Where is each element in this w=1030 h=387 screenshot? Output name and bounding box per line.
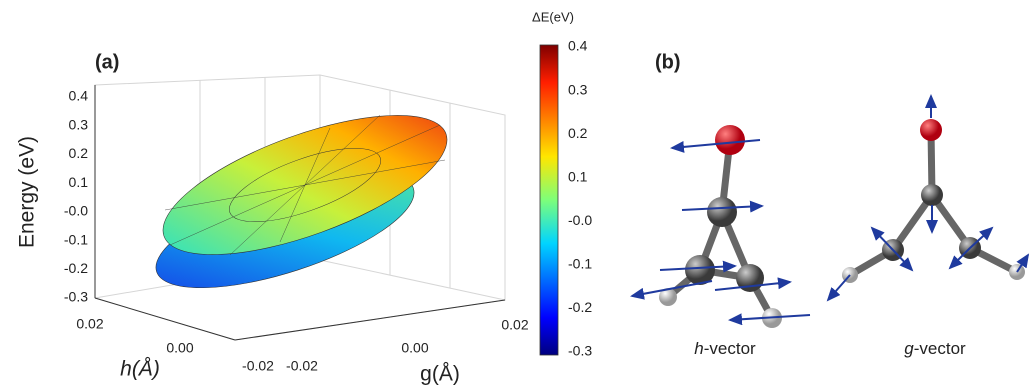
h-tick-label: 0.02 xyxy=(76,316,103,332)
colorbar-tick-label: -0.2 xyxy=(568,299,592,315)
colorbar xyxy=(540,45,558,355)
z-tick-label: 0.3 xyxy=(69,116,89,132)
surface xyxy=(144,87,463,312)
g-tick-label: -0.02 xyxy=(286,358,318,374)
g-axis-label: g(Å) xyxy=(420,363,460,386)
colorbar-tick-label: -0.0 xyxy=(568,212,592,228)
h-tick-label: -0.02 xyxy=(242,358,274,374)
h-axis-label: h(Å) xyxy=(120,358,160,381)
z-tick-label: -0.2 xyxy=(64,260,88,276)
molecule-h xyxy=(632,125,810,328)
caption: h-vector xyxy=(694,339,756,358)
molecule-g xyxy=(828,96,1028,300)
z-axis-label: Energy (eV) xyxy=(16,136,39,248)
caption-symbol: h xyxy=(694,339,703,358)
colorbar-tick-label: -0.3 xyxy=(568,343,592,359)
figure: (a) Energy (eV) h(Å) g(Å) 0.4 0.3 0.2 0.1 -0… xyxy=(0,0,1030,387)
colorbar-tick-label: 0.1 xyxy=(568,168,588,184)
z-tick-label: -0.1 xyxy=(64,231,88,247)
z-tick-label: -0.0 xyxy=(64,203,88,219)
caption-text: -vector xyxy=(704,339,756,358)
g-tick-label: 0.00 xyxy=(401,340,428,356)
caption: g-vector xyxy=(904,339,966,358)
z-tick-label: 0.4 xyxy=(69,88,89,104)
z-tick-label: 0.2 xyxy=(69,145,89,161)
h-tick-label: 0.00 xyxy=(166,340,193,356)
colorbar-tick-label: -0.1 xyxy=(568,256,592,272)
colorbar-tick-label: 0.2 xyxy=(568,125,588,141)
z-tick-label: -0.3 xyxy=(64,289,88,305)
colorbar-tick-label: 0.3 xyxy=(568,81,588,97)
panel-label: (a) xyxy=(95,51,119,73)
z-tick-label: 0.1 xyxy=(69,174,89,190)
colorbar-title: ΔE(eV) xyxy=(532,9,574,24)
colorbar-tick-label: 0.4 xyxy=(568,38,588,54)
panel-label: (b) xyxy=(655,51,681,73)
g-tick-label: 0.02 xyxy=(501,317,528,333)
caption-text: -vector xyxy=(914,339,966,358)
